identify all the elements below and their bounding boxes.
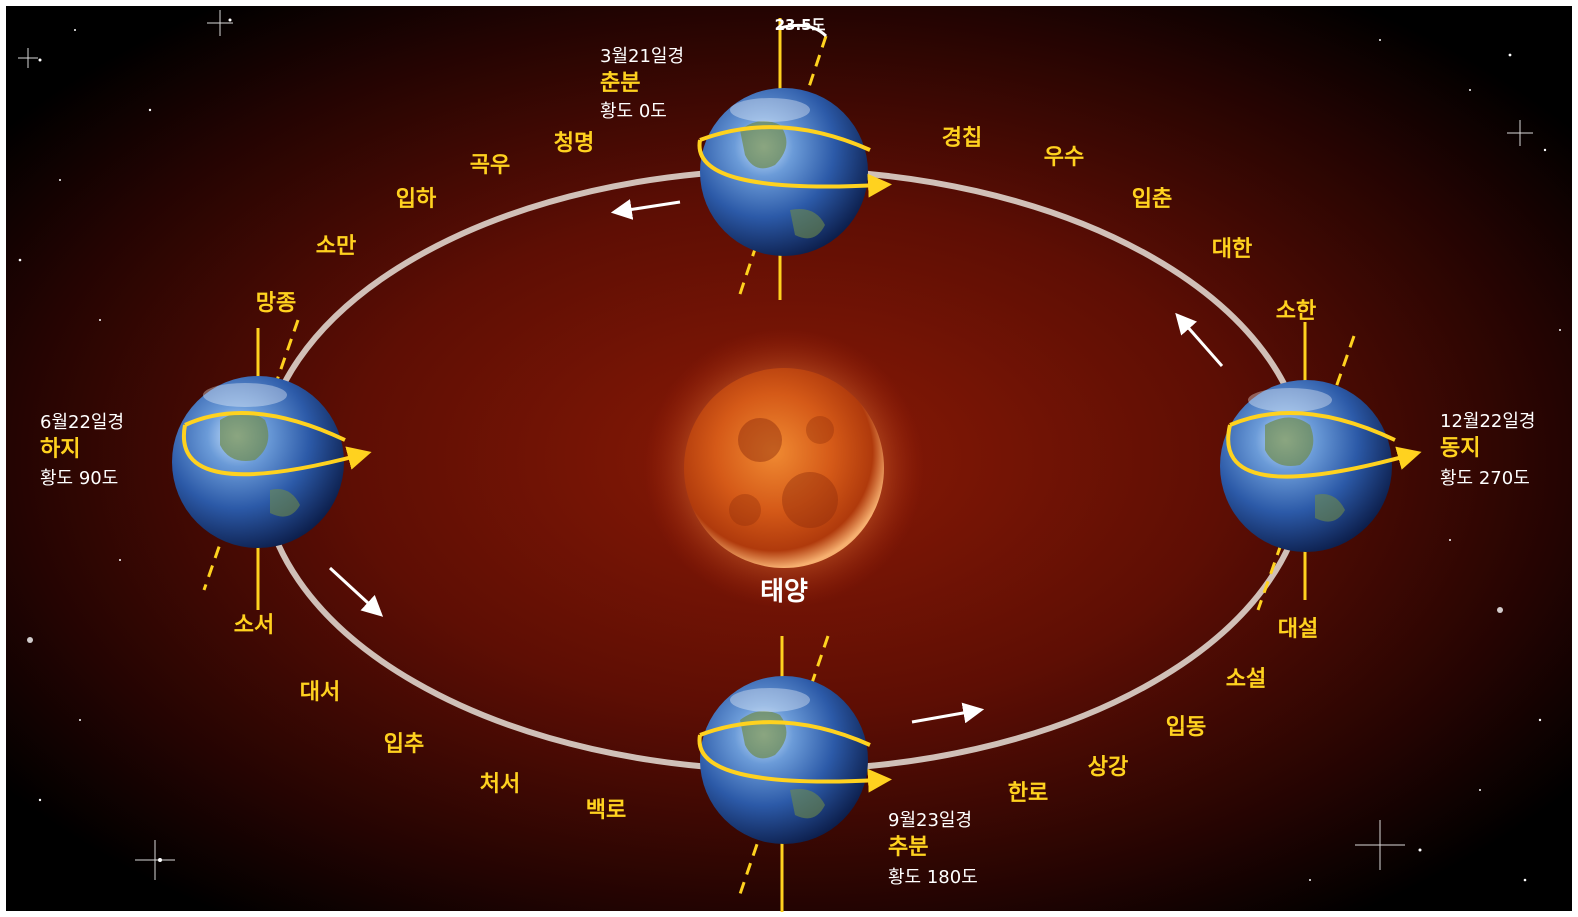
solar-term-label: 처서 xyxy=(480,772,520,797)
solar-terms: 경칩 우수 입춘 대한 소한 대설 소설 입동 상강 한로 백로 처서 입추 대… xyxy=(234,126,1318,823)
solar-term-label: 상강 xyxy=(1088,755,1128,780)
earth-winter-solstice xyxy=(1220,322,1422,611)
season-date: 9월23일경 xyxy=(888,810,972,831)
season-winter-solstice: 12월22일경 동지 황도 270도 xyxy=(1440,411,1536,489)
season-name: 춘분 xyxy=(600,71,640,96)
solar-term-label: 입하 xyxy=(396,187,437,212)
solar-term-label: 곡우 xyxy=(470,153,510,178)
solar-term-label: 대한 xyxy=(1212,237,1252,262)
solar-term-label: 우수 xyxy=(1044,145,1084,170)
season-longitude: 황도 0도 xyxy=(600,101,667,122)
axial-tilt-label: 23.5도 xyxy=(775,16,826,34)
solar-term-label: 소한 xyxy=(1276,299,1316,324)
season-summer-solstice: 6월22일경 하지 황도 90도 xyxy=(40,412,124,489)
solar-term-label: 대서 xyxy=(300,680,340,705)
solar-term-label: 소서 xyxy=(234,613,274,638)
orbit-direction-arrow-icon xyxy=(328,199,1224,724)
season-longitude: 황도 270도 xyxy=(1440,468,1530,489)
sun-icon xyxy=(644,328,924,608)
season-spring-equinox: 3월21일경 춘분 황도 0도 xyxy=(600,46,684,122)
solar-term-label: 입동 xyxy=(1166,715,1206,740)
season-longitude: 황도 180도 xyxy=(888,867,978,888)
season-longitude: 황도 90도 xyxy=(40,468,118,489)
solar-term-label: 소만 xyxy=(316,234,356,259)
solar-term-label: 대설 xyxy=(1278,617,1318,642)
earth-summer-solstice xyxy=(172,319,372,610)
season-autumn-equinox: 9월23일경 추분 황도 180도 xyxy=(888,810,978,888)
earth-autumn-equinox xyxy=(697,635,892,912)
solar-term-label: 소설 xyxy=(1226,667,1266,692)
solar-term-label: 경칩 xyxy=(942,126,982,151)
sparkle-stars xyxy=(18,10,1533,880)
season-name: 동지 xyxy=(1440,436,1480,461)
season-date: 6월22일경 xyxy=(40,412,124,433)
season-date: 12월22일경 xyxy=(1440,411,1536,432)
earth-icon xyxy=(700,676,868,844)
solar-term-label: 입추 xyxy=(384,732,424,757)
solar-term-label: 입춘 xyxy=(1132,187,1172,212)
sun-label: 태양 xyxy=(760,577,808,607)
earth-spring-equinox xyxy=(697,18,892,301)
season-name: 하지 xyxy=(40,437,80,462)
season-date: 3월21일경 xyxy=(600,46,684,67)
solar-term-label: 청명 xyxy=(554,131,594,156)
stars xyxy=(18,18,1561,882)
solar-term-label: 한로 xyxy=(1008,781,1048,806)
solar-term-label: 망종 xyxy=(256,291,296,316)
season-name: 추분 xyxy=(888,835,928,860)
earth-icon xyxy=(172,376,344,548)
solar-term-label: 백로 xyxy=(586,798,626,823)
